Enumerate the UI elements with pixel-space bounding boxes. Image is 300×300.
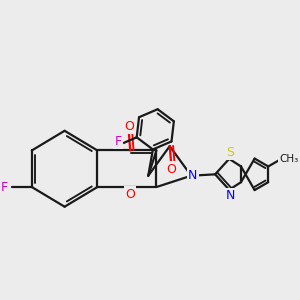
Text: CH₃: CH₃ xyxy=(279,154,298,164)
Text: O: O xyxy=(125,188,135,201)
Text: N: N xyxy=(188,169,197,182)
Text: S: S xyxy=(226,146,235,159)
Text: N: N xyxy=(226,190,235,202)
Text: O: O xyxy=(124,119,134,133)
Text: F: F xyxy=(115,135,122,148)
Text: O: O xyxy=(166,163,176,176)
Text: F: F xyxy=(1,181,8,194)
